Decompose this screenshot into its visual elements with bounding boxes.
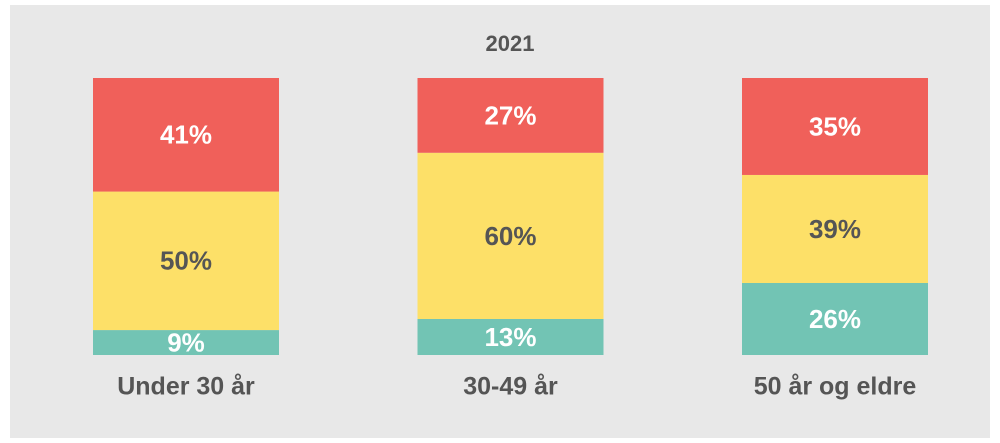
data-label: 9% (167, 327, 205, 357)
bar-segment (93, 330, 279, 355)
bar-segment (93, 191, 279, 331)
bar-segment (417, 78, 604, 153)
data-label: 60% (484, 221, 536, 251)
data-label: 41% (160, 120, 212, 150)
data-label: 27% (484, 100, 536, 130)
x-tick-label: 50 år og eldre (754, 373, 917, 401)
data-label: 13% (484, 322, 536, 352)
data-label: 26% (809, 304, 861, 334)
bar-segment (417, 318, 604, 355)
bar-segment (742, 174, 928, 283)
bar-segment (742, 282, 928, 355)
bar-segment (742, 78, 928, 175)
data-label: 39% (809, 214, 861, 244)
bar-segment (417, 152, 604, 319)
data-label: 35% (809, 111, 861, 141)
bar-segment (93, 78, 279, 192)
chart-title: 2021 (486, 31, 535, 56)
x-tick-label: 30-49 år (463, 373, 558, 401)
data-label: 50% (160, 246, 212, 276)
x-tick-label: Under 30 år (117, 373, 255, 401)
